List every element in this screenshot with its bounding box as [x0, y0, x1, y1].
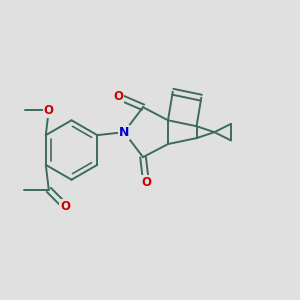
Text: O: O [141, 176, 151, 189]
Text: O: O [44, 104, 54, 117]
Text: O: O [60, 200, 70, 213]
Text: O: O [113, 90, 123, 103]
Text: N: N [119, 126, 129, 139]
